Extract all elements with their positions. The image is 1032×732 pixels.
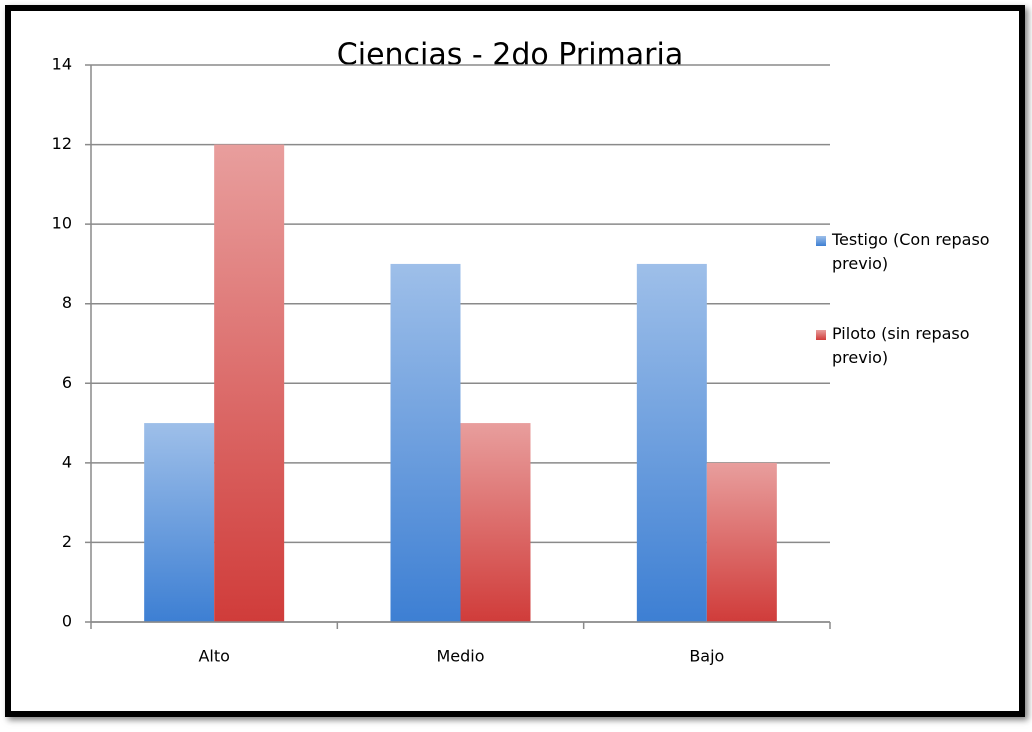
bar xyxy=(144,423,215,622)
y-tick-label: 8 xyxy=(62,293,72,312)
x-tick-label: Alto xyxy=(198,647,229,666)
legend-label: Testigo (Con repaso previo) xyxy=(832,230,990,273)
y-tick-label: 14 xyxy=(52,55,72,74)
bar xyxy=(706,462,777,622)
x-tick-label: Medio xyxy=(436,647,484,666)
bar xyxy=(636,263,707,622)
legend-item: Testigo (Con repaso previo) xyxy=(816,228,1016,276)
y-tick-label: 10 xyxy=(52,214,72,233)
legend-label: Piloto (sin repaso previo) xyxy=(832,324,970,367)
y-tick-label: 4 xyxy=(62,452,72,471)
legend: Testigo (Con repaso previo) Piloto (sin r… xyxy=(816,228,1016,416)
x-tick-label: Bajo xyxy=(689,647,724,666)
bar xyxy=(460,423,531,622)
legend-swatch xyxy=(816,330,826,340)
legend-swatch xyxy=(816,236,826,246)
bar xyxy=(214,144,285,623)
chart-title: Ciencias - 2do Primaria xyxy=(337,38,683,73)
y-tick-label: 2 xyxy=(62,532,72,551)
y-tick-label: 6 xyxy=(62,373,72,392)
y-tick-label: 0 xyxy=(62,612,72,631)
bar xyxy=(390,263,461,622)
legend-item: Piloto (sin repaso previo) xyxy=(816,322,1016,370)
y-tick-label: 12 xyxy=(52,134,72,153)
